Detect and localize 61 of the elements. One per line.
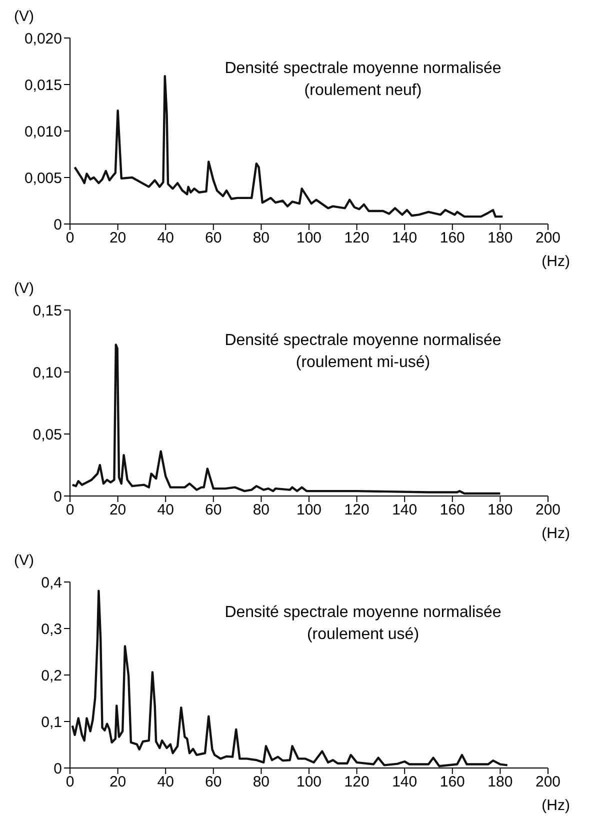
text: Densité spectrale moyenne normalisée — [224, 331, 502, 351]
x-tick-label: 180 — [488, 230, 513, 247]
x-axis-title: (Hz) — [542, 253, 570, 270]
y-axis-title: (V) — [14, 552, 34, 569]
x-tick-label: 40 — [157, 230, 174, 247]
x-tick-label: 120 — [344, 230, 370, 247]
x-tick-label: 160 — [440, 502, 465, 519]
x-tick-label: 160 — [440, 230, 465, 247]
text: Densité spectrale moyenne normalisée — [224, 603, 502, 623]
y-tick-label: 0,2 — [41, 667, 62, 684]
text: (roulement mi-usé) — [294, 353, 432, 373]
x-tick-label: 200 — [535, 230, 561, 247]
x-tick-label: 100 — [296, 774, 322, 791]
x-tick-label: 100 — [296, 502, 322, 519]
x-tick-label: 80 — [252, 774, 270, 791]
x-tick-label: 200 — [535, 774, 561, 791]
x-tick-label: 20 — [109, 502, 126, 519]
y-tick-label: 0,015 — [24, 76, 62, 94]
y-axis-title: (V) — [14, 280, 34, 297]
x-tick-label: 120 — [344, 502, 370, 519]
y-tick-label: 0,3 — [41, 620, 62, 638]
text: (roulement usé) — [306, 625, 420, 645]
line-series — [71, 590, 508, 768]
y-tick-label: 0 — [54, 488, 62, 506]
x-tick-label: 0 — [66, 502, 74, 519]
x-tick-label: 80 — [252, 502, 270, 519]
x-tick-label: 60 — [205, 502, 222, 519]
y-tick-label: 0,1 — [41, 714, 62, 731]
x-tick-label: 0 — [66, 774, 74, 791]
y-tick-label: 0,15 — [32, 302, 62, 320]
x-axis-title: (Hz) — [542, 797, 570, 814]
y-tick-label: 0,4 — [41, 574, 62, 592]
text: (roulement neuf) — [303, 81, 423, 101]
x-tick-label: 160 — [440, 774, 465, 791]
y-tick-label: 0,10 — [32, 364, 62, 382]
x-tick-label: 40 — [157, 502, 174, 519]
y-tick-label: 0 — [54, 216, 62, 234]
y-axis-title: (V) — [14, 8, 34, 25]
x-tick-label: 140 — [392, 774, 418, 791]
x-tick-label: 20 — [109, 230, 126, 247]
x-tick-label: 20 — [109, 774, 126, 791]
x-tick-label: 140 — [392, 230, 418, 247]
x-tick-label: 180 — [488, 774, 513, 791]
x-tick-label: 200 — [535, 502, 561, 519]
x-tick-label: 60 — [205, 774, 222, 791]
x-tick-label: 140 — [392, 502, 418, 519]
x-axis-title: (Hz) — [542, 525, 570, 542]
y-tick-label: 0,005 — [24, 170, 62, 187]
y-tick-label: 0,05 — [32, 426, 62, 444]
line-series — [74, 75, 504, 218]
x-tick-label: 60 — [205, 230, 222, 247]
x-tick-label: 100 — [296, 230, 322, 247]
x-tick-label: 0 — [66, 230, 74, 247]
y-tick-label: 0,020 — [24, 30, 62, 48]
y-tick-label: 0,010 — [24, 123, 62, 140]
text: Densité spectrale moyenne normalisée — [224, 59, 502, 79]
x-tick-label: 180 — [488, 502, 513, 519]
y-tick-label: 0 — [54, 760, 62, 778]
x-tick-label: 80 — [252, 230, 270, 247]
x-tick-label: 40 — [157, 774, 174, 791]
x-tick-label: 120 — [344, 774, 370, 791]
